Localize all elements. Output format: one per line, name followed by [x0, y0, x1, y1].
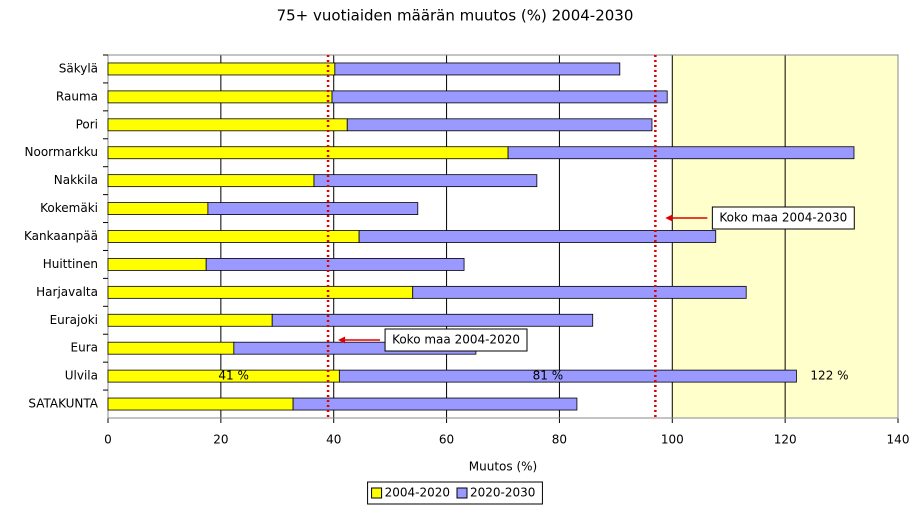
bar-segment [507, 146, 855, 160]
x-axis-label: Muutos (%) [469, 460, 537, 474]
y-tick-label: Eura [71, 341, 98, 355]
y-tick-label: Eurajoki [50, 313, 98, 327]
bar-segment [107, 258, 207, 271]
value-label: 81 % [533, 369, 564, 383]
bar-segment [107, 341, 235, 355]
y-tick-label: Kokemäki [40, 201, 98, 215]
x-tick-label: 20 [213, 433, 228, 447]
x-tick-label: 0 [104, 433, 112, 447]
y-tick-label: Noormarkku [25, 145, 99, 159]
reference-label: Koko maa 2004-2030 [719, 211, 847, 225]
legend-box [367, 481, 543, 505]
y-tick-label: Rauma [56, 89, 98, 103]
x-tick-label: 120 [774, 433, 797, 447]
y-tick-label: Kankaanpää [24, 229, 98, 243]
bar-segment [107, 397, 294, 411]
legend-swatch [371, 487, 383, 499]
bar-segment [107, 285, 414, 299]
x-tick-label: 60 [439, 433, 454, 447]
bar-segment [346, 118, 653, 132]
bar-segment [107, 202, 209, 215]
y-tick-label: Huittinen [43, 257, 98, 271]
arrow-head [338, 336, 346, 344]
bar-segment [107, 230, 360, 243]
x-tick-label: 100 [661, 433, 684, 447]
legend-swatch [456, 487, 468, 499]
bar-segment [207, 202, 419, 215]
bar-segment [338, 369, 797, 383]
value-label: 41 % [218, 369, 249, 383]
total-label: 122 % [810, 369, 848, 383]
bar-segment [412, 285, 747, 299]
bar-segment [107, 118, 348, 132]
bar-segment [331, 90, 668, 104]
legend-label: 2020-2030 [470, 486, 535, 500]
bar-segment [107, 62, 336, 76]
y-tick-label: SATAKUNTA [28, 397, 98, 411]
legend-label: 2004-2020 [385, 486, 450, 500]
bar-segment [107, 90, 333, 104]
x-tick-label: 140 [887, 433, 910, 447]
bar-segment [205, 258, 465, 271]
x-tick-label: 80 [552, 433, 567, 447]
bar-segment [334, 62, 621, 76]
bar-segment [107, 313, 273, 327]
bar-segment [107, 174, 315, 188]
x-tick-label: 40 [326, 433, 341, 447]
arrow-head [665, 214, 673, 222]
reference-label-box [711, 206, 855, 230]
y-tick-label: Harjavalta [36, 285, 98, 299]
y-tick-label: Säkylä [59, 61, 98, 75]
chart-title: 75+ vuotiaiden määrän muutos (%) 2004-20… [277, 7, 634, 25]
y-tick-label: Pori [76, 117, 98, 131]
reference-label-box [384, 328, 528, 352]
y-tick-label: Nakkila [54, 173, 98, 187]
bar-segment [292, 397, 578, 411]
bar-segment [271, 313, 594, 327]
bar-segment [358, 230, 717, 243]
bar-segment [107, 146, 509, 160]
reference-label: Koko maa 2004-2020 [392, 333, 520, 347]
y-tick-label: Ulvila [65, 369, 98, 383]
bar-segment [313, 174, 538, 188]
